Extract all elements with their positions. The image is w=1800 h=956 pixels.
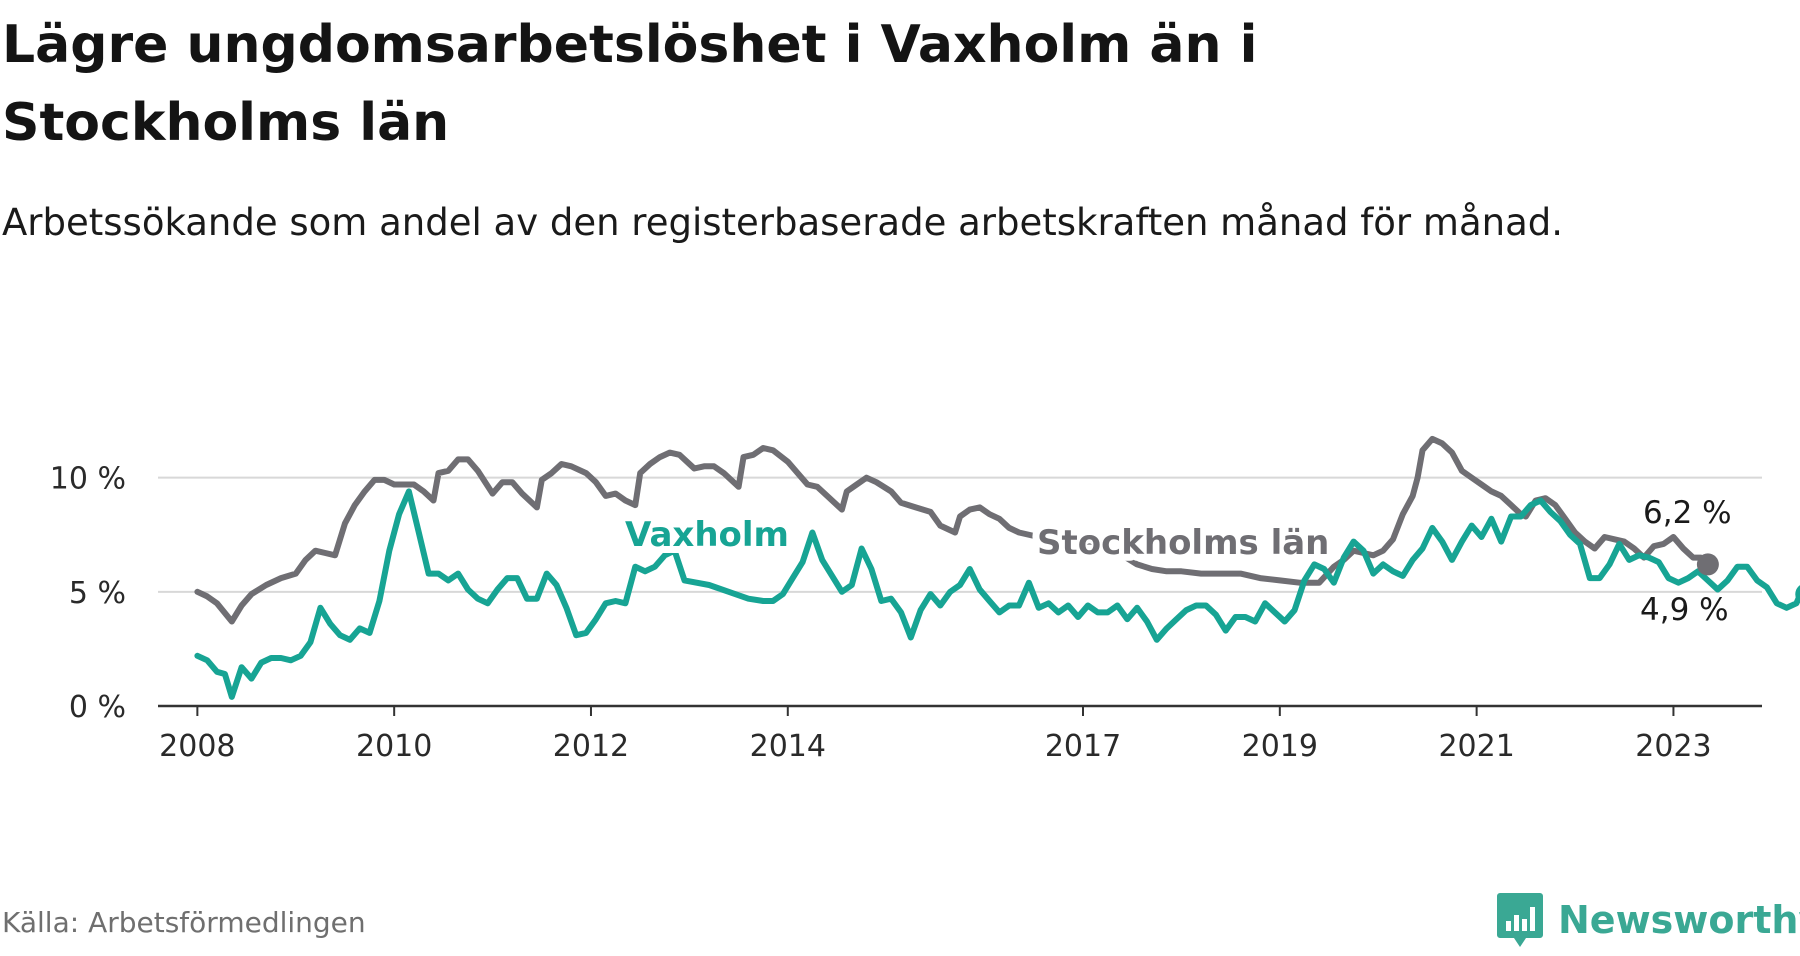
gridlines — [158, 476, 1762, 593]
end-markers: 6,2 % 4,9 % — [1640, 495, 1800, 628]
end-dot-stockholm — [1696, 553, 1719, 576]
page-title: Lägre ungdomsarbetslöshet i Vaxholm än i… — [2, 15, 1258, 153]
x-tick-label: 2008 — [159, 729, 235, 764]
x-tick-label: 2021 — [1438, 729, 1514, 764]
y-tick-label: 0 % — [69, 690, 126, 725]
x-tick-label: 2010 — [356, 729, 432, 764]
x-tick-label: 2017 — [1045, 729, 1121, 764]
source-note: Källa: Arbetsförmedlingen — [2, 906, 366, 939]
x-tick-label: 2014 — [750, 729, 826, 764]
end-dot-vaxholm — [1795, 585, 1800, 604]
y-tick-label: 5 % — [69, 576, 126, 611]
x-tick-label: 2012 — [553, 729, 629, 764]
y-tick-label: 10 % — [50, 462, 126, 497]
x-tick-label: 2019 — [1242, 729, 1318, 764]
end-label-stockholm: 6,2 % — [1643, 495, 1732, 531]
y-axis-ticks: 0 % 5 % 10 % — [50, 462, 126, 725]
end-label-vaxholm: 4,9 % — [1640, 592, 1729, 628]
series-labels: Vaxholm Stockholms län — [618, 508, 1336, 570]
series-label-stockholm: Stockholms län — [1037, 523, 1329, 563]
newsworthy-logo: Newsworthy — [1496, 884, 1800, 956]
x-tick-label: 2023 — [1635, 729, 1711, 764]
bar-chart-speech-icon — [1497, 893, 1543, 947]
series-lines — [194, 435, 1800, 700]
brand-name: Newsworthy — [1558, 898, 1800, 942]
series-line-stockholms-l-n — [194, 435, 1711, 625]
series-line-vaxholm — [194, 488, 1800, 700]
series-label-vaxholm: Vaxholm — [625, 515, 789, 555]
x-axis-ticks: 2008 2010 2012 2014 2017 2019 2021 2023 — [159, 706, 1712, 764]
chart-subtitle: Arbetssökande som andel av den registerb… — [2, 201, 1563, 244]
